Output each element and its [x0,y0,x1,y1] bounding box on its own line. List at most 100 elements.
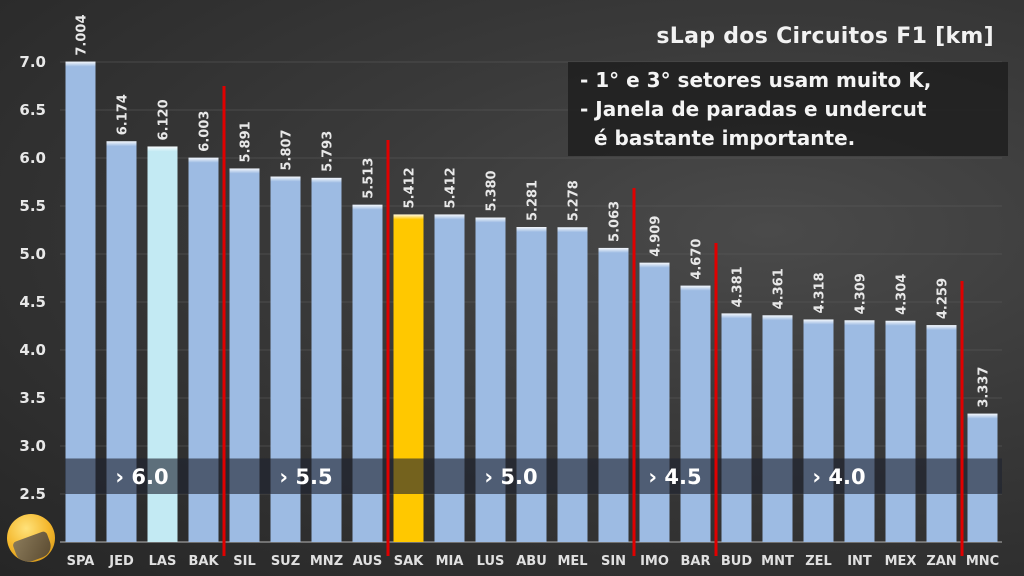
x-tick-label: MEL [557,554,587,569]
bar-cap [516,227,547,233]
bar-cap [926,325,957,331]
y-tick-label: 4.5 [19,293,46,311]
x-tick-label: MNC [966,554,999,569]
x-tick-label: MNZ [310,554,343,569]
bar-cap [393,214,424,220]
value-label: 4.259 [936,278,951,319]
x-tick-label: SIN [601,554,626,569]
x-tick-label: SIL [233,554,255,569]
annotation-box: - 1° e 3° setores usam muito K, - Janela… [568,62,1008,156]
value-label: 5.807 [280,129,295,170]
value-label: 5.412 [403,167,418,208]
y-tick-label: 7.0 [19,53,46,71]
x-tick-label: BAR [681,554,711,569]
x-tick-label: ZAN [926,554,956,569]
bar-int [844,320,875,542]
value-label: 7.004 [75,14,90,55]
x-tick-label: MNT [761,554,794,569]
bar-cap [147,146,178,152]
x-tick-label: SUZ [271,554,300,569]
bar-cap [967,413,998,419]
annotation-line: - 1° e 3° setores usam muito K, [580,68,932,92]
value-label: 5.063 [608,201,623,242]
x-tick-label: BAK [188,554,219,569]
bar-cap [65,61,96,67]
x-tick-label: ABU [516,554,547,569]
value-label: 5.281 [526,180,541,221]
bar-imo [639,262,670,542]
bar-bar [680,285,711,542]
bar-mex [885,320,916,542]
group-label: › 4.0 [812,465,865,489]
bar-cap [885,320,916,326]
value-label: 4.309 [854,273,869,314]
bar-cap [188,157,219,163]
bar-cap [557,227,588,233]
x-tick-label: MEX [885,554,917,569]
bar-cap [803,319,834,325]
bar-cap [434,214,465,220]
x-tick-label: JED [108,554,134,569]
bar-cap [352,204,383,210]
group-label: › 5.0 [484,465,537,489]
bar-cap [639,262,670,268]
bar-cap [475,217,506,223]
avatar-icon [7,514,55,562]
value-label: 4.381 [731,266,746,307]
bar-cap [598,247,629,253]
value-label: 5.412 [444,167,459,208]
bar-zan [926,325,957,542]
x-tick-label: ZEL [805,554,832,569]
group-label: › 5.5 [279,465,332,489]
group-band [65,458,1002,494]
value-label: 5.891 [239,121,254,162]
annotation-line: é bastante importante. [594,126,856,150]
value-label: 4.670 [690,239,705,280]
y-tick-label: 3.0 [19,437,46,455]
bar-abu [516,227,547,543]
y-tick-label: 6.0 [19,149,46,167]
bar-sin [598,247,629,542]
y-tick-label: 5.5 [19,197,46,215]
bar-bud [721,313,752,542]
value-label: 4.304 [895,274,910,315]
value-label: 5.380 [485,170,500,211]
y-tick-label: 4.0 [19,341,46,359]
value-label: 6.003 [198,111,213,152]
bar-cap [762,315,793,321]
x-tick-label: SPA [67,554,95,569]
x-tick-label: AUS [353,554,383,569]
group-label: › 6.0 [115,465,168,489]
y-tick-label: 6.5 [19,101,46,119]
value-label: 4.361 [772,268,787,309]
x-tick-label: IMO [640,554,669,569]
x-tick-label: MIA [436,554,464,569]
y-tick-label: 2.5 [19,485,46,503]
bar-cap [270,176,301,182]
value-label: 6.120 [157,99,172,140]
group-label: › 4.5 [648,465,701,489]
x-tick-label: LUS [477,554,505,569]
y-tick-label: 3.5 [19,389,46,407]
bar-zel [803,319,834,542]
bar-cap [721,313,752,319]
value-label: 4.318 [813,272,828,313]
x-tick-label: LAS [149,554,177,569]
bar-cap [229,168,260,174]
value-label: 5.278 [567,180,582,221]
bar-cap [106,141,137,147]
bar-cap [844,320,875,326]
value-label: 5.513 [362,158,377,199]
value-label: 5.793 [321,131,336,172]
bar-cap [311,177,342,183]
value-label: 3.337 [977,367,992,408]
bar-mel [557,227,588,542]
y-tick-label: 5.0 [19,245,46,263]
x-tick-label: BUD [721,554,752,569]
bar-mnt [762,315,793,542]
chart-title: sLap dos Circuitos F1 [km] [656,24,994,49]
value-label: 6.174 [116,94,131,135]
x-tick-label: SAK [394,554,424,569]
